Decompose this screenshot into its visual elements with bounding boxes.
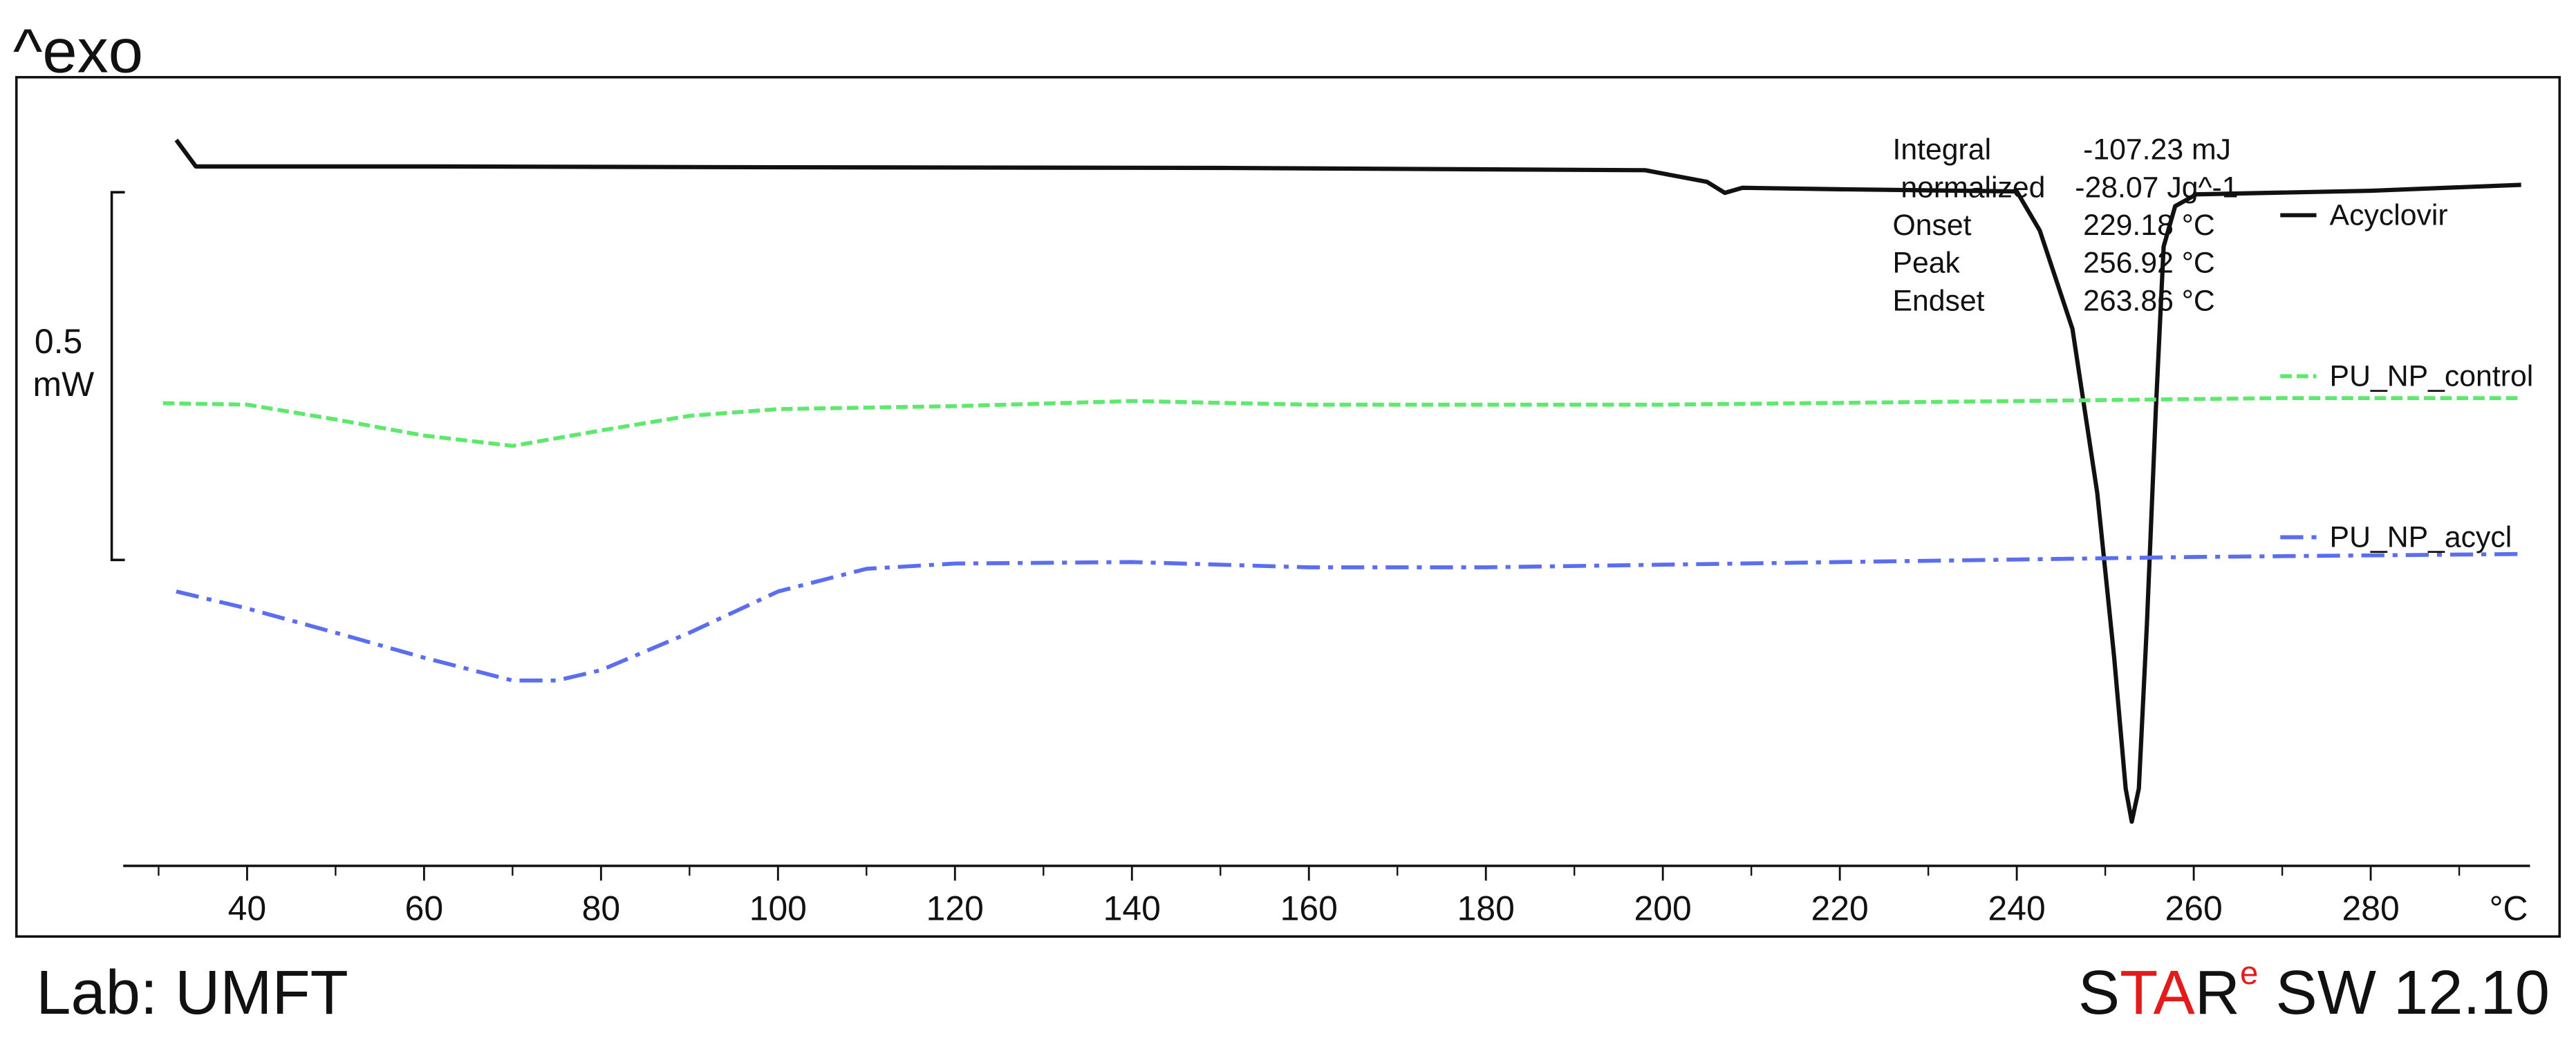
x-tick-label: 240	[1988, 889, 2046, 927]
legend-label: Acyclovir	[2330, 199, 2448, 232]
scale-bar	[110, 191, 125, 562]
annotation-label: Endset	[1892, 284, 1984, 317]
annotation-value: 229.18 °C	[2083, 209, 2215, 242]
header: ^exo	[13, 17, 143, 86]
legend-label: PU_NP_acycl	[2330, 521, 2512, 554]
annotation-label: Peak	[1892, 247, 1960, 280]
x-tick-label: 160	[1280, 889, 1338, 927]
annotation-value: 256.92 °C	[2083, 247, 2215, 280]
x-tick-label: 220	[1811, 889, 1869, 927]
series-line	[174, 138, 2521, 824]
software-r: R	[2195, 958, 2240, 1028]
scale-bar-unit: mW	[33, 365, 95, 404]
x-tick-label: 260	[2165, 889, 2222, 927]
x-tick-label: 140	[1103, 889, 1161, 927]
legend-label: PU_NP_control	[2330, 360, 2534, 393]
x-tick-label: 60	[405, 889, 444, 927]
x-tick-label: 180	[1457, 889, 1515, 927]
software-version: SW 12.10	[2258, 958, 2550, 1028]
x-tick-label: 40	[228, 889, 267, 927]
x-tick-label: 200	[1634, 889, 1692, 927]
plot-frame	[15, 75, 2561, 938]
series-line	[176, 551, 2521, 683]
x-tick-label: 120	[926, 889, 984, 927]
x-tick-label: 80	[582, 889, 621, 927]
x-tick-label: 280	[2342, 889, 2399, 927]
annotation-label: Onset	[1892, 209, 1971, 242]
software-label: STARe SW 12.10	[2078, 955, 2550, 1028]
lab-label: Lab: UMFT	[36, 958, 348, 1028]
software-s: S	[2078, 958, 2120, 1028]
scale-bar-value: 0.5	[35, 322, 82, 361]
x-tick-label: 100	[749, 889, 807, 927]
x-unit-label: °C	[2490, 889, 2528, 927]
software-e: e	[2240, 955, 2258, 992]
series-line	[162, 396, 2521, 448]
annotation-value: -28.07 Jg^-1	[2075, 171, 2238, 204]
software-ta: TA	[2120, 958, 2195, 1028]
annotation-value: -107.23 mJ	[2083, 133, 2231, 167]
annotation-value: 263.86 °C	[2083, 284, 2215, 317]
annotation-label: Integral	[1892, 133, 1991, 167]
